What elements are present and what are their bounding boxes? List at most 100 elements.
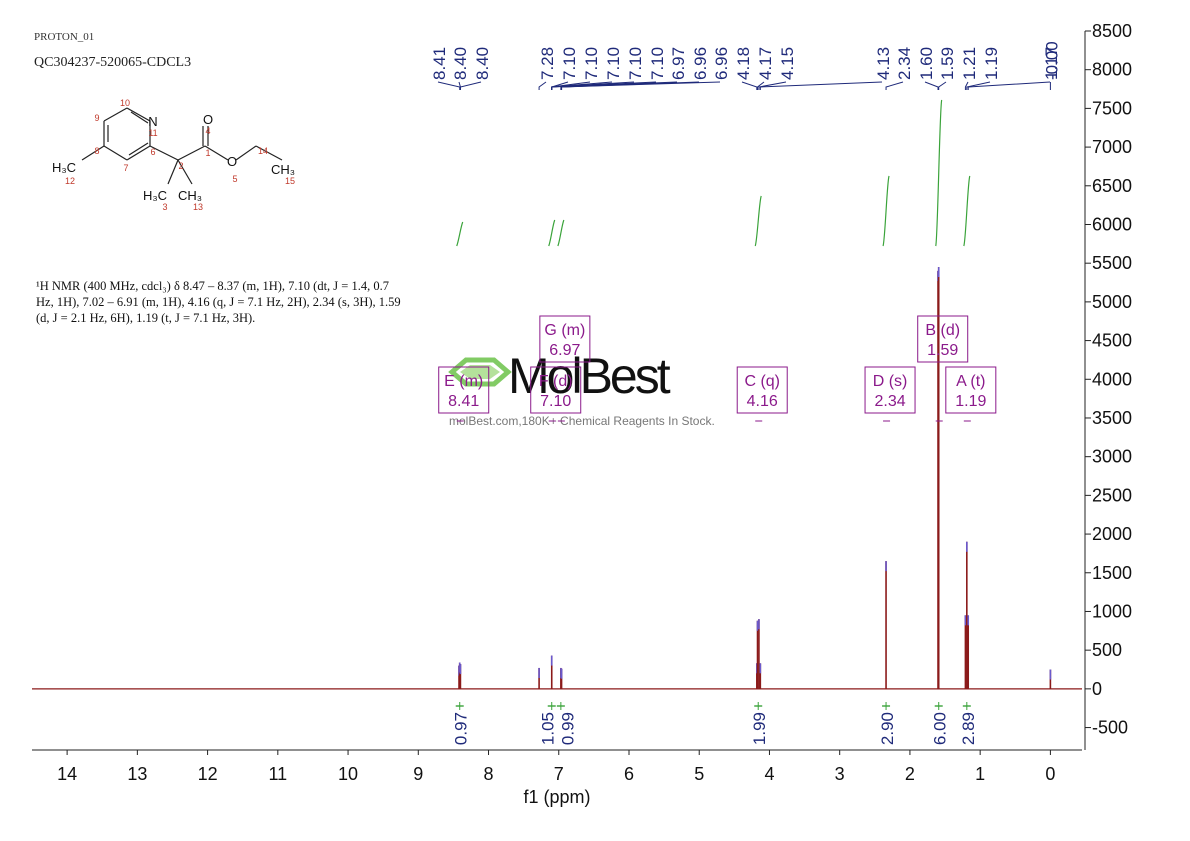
watermark-note: molBest.com,180K+ Chemical Reagents In S…	[449, 414, 715, 428]
peak-label: 6.96	[712, 47, 731, 80]
x-tick-label: 9	[413, 764, 423, 784]
peak-label-group: 2.34	[885, 47, 914, 90]
integral-label: 1.99	[750, 712, 769, 745]
peak-label-connector	[757, 81, 765, 90]
watermark: MolBest	[508, 348, 671, 404]
integral-label: 2.89	[959, 712, 978, 745]
peak-label-connector	[885, 81, 904, 90]
bond	[103, 145, 128, 161]
integral-label: 1.05	[538, 712, 557, 745]
multiplet-box	[539, 315, 591, 363]
peak-label-group: 8.40	[451, 47, 470, 90]
multiplet-name: B (d)	[925, 322, 960, 339]
integral-curve	[456, 221, 464, 247]
peak-label: 8.40	[473, 47, 492, 80]
peak-label-connector	[938, 81, 947, 90]
peak-label-connector	[551, 81, 657, 90]
multiplet-name: C (q)	[744, 373, 780, 390]
peak-label: 7.10	[604, 47, 623, 80]
logo	[448, 357, 512, 387]
y-tick-label: 8000	[1092, 60, 1132, 80]
atom-label: CH₃	[271, 162, 295, 177]
y-tick-label: 0	[1092, 679, 1102, 699]
peak-label: 1.59	[938, 47, 957, 80]
integral-curve	[557, 219, 565, 247]
multiplet-shift: 1.59	[927, 342, 958, 359]
atom-number: 12	[65, 176, 75, 186]
peak-label: 1.17	[1042, 47, 1061, 80]
peak-label: 4.13	[874, 47, 893, 80]
title: PROTON_01	[34, 31, 94, 43]
x-tick-label: 13	[127, 764, 147, 784]
x-tick-label: 11	[268, 764, 287, 784]
peak-label-group: 6.97	[560, 47, 688, 90]
multiplet-name: D (s)	[873, 373, 908, 390]
multiplet-shift: 4.16	[747, 393, 778, 410]
multiplet-shift: 8.41	[448, 393, 479, 410]
multiplet-box	[945, 366, 997, 414]
x-tick-label: 1	[975, 764, 985, 784]
atom-number: 5	[232, 174, 237, 184]
peak-label-connector	[758, 81, 787, 90]
peak-label-group: 4.17	[756, 47, 775, 90]
integral-label: 0.97	[452, 712, 471, 745]
x-tick-label: 2	[905, 764, 915, 784]
atom-label: O	[227, 154, 237, 169]
peak-label-group: 1.59	[938, 47, 957, 90]
peak-label: 4.15	[778, 47, 797, 80]
atom-number: 10	[120, 98, 130, 108]
y-tick-label: 1000	[1092, 601, 1132, 621]
bond	[128, 142, 149, 156]
bond	[149, 145, 179, 161]
peak-label-group: 8.41	[430, 47, 461, 90]
peak-label: 8.41	[430, 47, 449, 80]
peak-label: 4.18	[734, 47, 753, 80]
y-tick-label: 4000	[1092, 369, 1132, 389]
bond	[130, 111, 149, 124]
peak-label-connector	[459, 81, 482, 90]
bond	[167, 159, 179, 185]
atom-number: 11	[148, 128, 157, 138]
atom-number: 4	[205, 126, 210, 136]
atom-label: CH₃	[178, 188, 202, 203]
peak-label: 4.17	[756, 47, 775, 80]
integral-label: 2.90	[878, 712, 897, 745]
y-tick-label: 500	[1092, 640, 1122, 660]
y-tick-label: 7000	[1092, 137, 1132, 157]
peak-label-connector	[924, 81, 939, 90]
peak-label: 6.96	[691, 47, 710, 80]
peak-label-connector	[964, 81, 969, 90]
atom-number: 14	[258, 146, 268, 156]
atom-number: 3	[162, 202, 167, 212]
y-tick-label: 3000	[1092, 447, 1132, 467]
integral-curve	[935, 99, 943, 247]
y-tick-label: -500	[1092, 718, 1128, 738]
integral-curve	[963, 175, 971, 247]
peak-label-group: 1.21	[960, 47, 979, 90]
atom-number: 13	[193, 202, 203, 212]
peak-label-connector	[561, 81, 721, 90]
bond	[177, 145, 206, 161]
peak-label: 7.10	[560, 47, 579, 80]
peak-label-connector	[966, 81, 991, 90]
peak-label-connector	[437, 81, 461, 90]
peak-label-group: 7.10	[551, 47, 667, 90]
y-tick-label: 5000	[1092, 292, 1132, 312]
atom-label: H₃C	[143, 188, 167, 203]
peak-label-group: 6.96	[561, 47, 731, 90]
bond	[204, 145, 229, 161]
multiplet-box	[917, 315, 969, 363]
peak-label-connector	[759, 81, 883, 90]
y-tick-label: 6500	[1092, 176, 1132, 196]
multiplet-name: F (d)	[539, 373, 573, 390]
y-tick-label: 5500	[1092, 253, 1132, 273]
x-tick-label: 6	[624, 764, 634, 784]
x-tick-label: 7	[554, 764, 564, 784]
peak-label: 1.19	[982, 47, 1001, 80]
peak-label-group: 1.60	[917, 47, 939, 90]
y-tick-label: 1500	[1092, 563, 1132, 583]
multiplet-name: E (m)	[444, 373, 483, 390]
integral-curve	[754, 195, 762, 247]
